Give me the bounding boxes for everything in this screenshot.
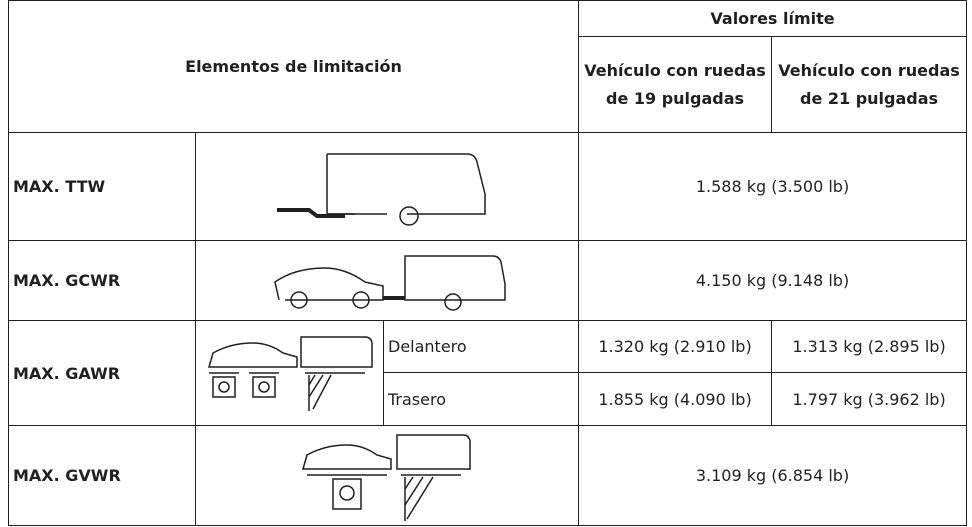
row: Trasero 1.855 kg (4.090 lb) 1.797 kg (3.… <box>9 372 968 426</box>
vehicle-scale-icon <box>302 433 471 521</box>
axle-position: Delantero <box>382 320 580 373</box>
value: 1.313 kg (2.895 lb) <box>771 320 968 373</box>
header-row: Elementos de limitación Valores límite <box>7 0 968 133</box>
car-trailer-icon <box>274 254 506 311</box>
value: 1.588 kg (3.500 lb) <box>578 132 968 241</box>
trailer-icon <box>277 152 486 226</box>
row-label: MAX. GCWR <box>8 240 196 321</box>
limits-table: Elementos de limitación Valores límite V… <box>7 0 968 526</box>
value: 1.855 kg (4.090 lb) <box>578 372 773 426</box>
illustration <box>194 240 580 321</box>
axle-position: Trasero <box>382 372 580 426</box>
col21-header: Vehículo con ruedas de 21 pulgadas <box>771 36 968 133</box>
limits-header: Valores límite <box>578 0 968 37</box>
illustration <box>194 132 580 241</box>
row: MAX. GVWR 3.109 kg (6.854 lb) <box>8 425 968 526</box>
illustration <box>194 425 580 526</box>
row-label: MAX. GVWR <box>8 425 196 526</box>
illustration <box>195 320 384 426</box>
row-label: MAX. GAWR <box>8 320 196 426</box>
elements-header: Elementos de limitación <box>7 0 580 133</box>
header-row: Vehículo con ruedas de 19 pulgadas Vehíc… <box>9 36 968 133</box>
value: 4.150 kg (9.148 lb) <box>578 240 968 321</box>
value: 3.109 kg (6.854 lb) <box>578 425 968 526</box>
col19-header: Vehículo con ruedas de 19 pulgadas <box>578 36 773 133</box>
row: MAX. GCWR 4.150 kg (9.148 lb) <box>8 240 968 321</box>
value: 1.320 kg (2.910 lb) <box>578 320 773 373</box>
value: 1.797 kg (3.962 lb) <box>771 372 968 426</box>
row: MAX. GAWR Delantero 1.320 kg (2.910 lb) … <box>8 320 968 426</box>
row-label: MAX. TTW <box>8 132 196 241</box>
row: MAX. TTW 1.588 kg (3.500 lb) <box>8 132 968 241</box>
axle-scales-icon <box>207 336 373 411</box>
